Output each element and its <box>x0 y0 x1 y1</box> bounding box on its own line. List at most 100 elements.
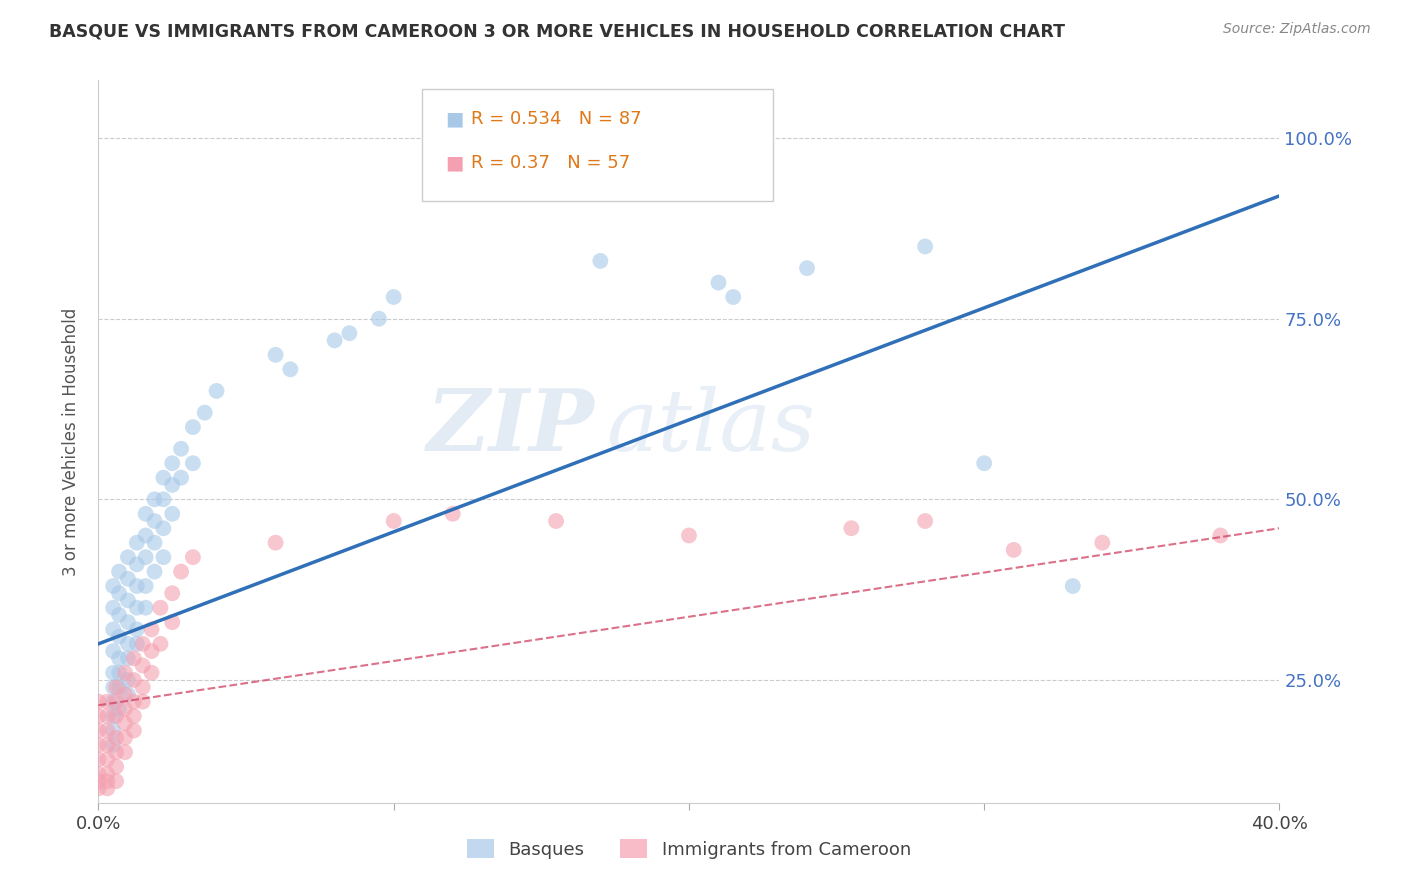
Point <box>149 600 172 615</box>
Text: ■: ■ <box>446 109 464 128</box>
Point <box>125 558 148 572</box>
Point <box>114 716 136 731</box>
Point <box>96 723 118 738</box>
Text: R = 0.37   N = 57: R = 0.37 N = 57 <box>471 154 630 172</box>
Point <box>1002 542 1025 557</box>
Point <box>105 745 128 759</box>
Point <box>162 478 183 492</box>
Point <box>114 702 136 716</box>
Point <box>96 774 118 789</box>
Point <box>264 348 287 362</box>
Legend: Basques, Immigrants from Cameroon: Basques, Immigrants from Cameroon <box>460 832 918 866</box>
Point <box>914 514 936 528</box>
Point <box>707 276 730 290</box>
Point <box>87 723 110 738</box>
Point <box>96 709 118 723</box>
Point <box>103 600 125 615</box>
Point <box>103 680 125 694</box>
Point <box>117 572 139 586</box>
Point <box>135 550 157 565</box>
Point <box>105 731 128 745</box>
Point <box>108 586 131 600</box>
Point <box>125 579 148 593</box>
Point <box>280 362 302 376</box>
Point <box>122 723 145 738</box>
Point <box>152 470 174 484</box>
Point <box>117 651 139 665</box>
Point <box>87 781 110 796</box>
Point <box>135 600 157 615</box>
Point <box>103 738 125 752</box>
Point <box>1209 528 1232 542</box>
Point <box>152 521 174 535</box>
Point <box>441 507 464 521</box>
Point <box>103 695 125 709</box>
Point <box>117 673 139 687</box>
Y-axis label: 3 or more Vehicles in Household: 3 or more Vehicles in Household <box>62 308 80 575</box>
Point <box>132 680 155 694</box>
Point <box>181 550 204 565</box>
Point <box>114 665 136 680</box>
Point <box>546 514 568 528</box>
Point <box>132 637 155 651</box>
Point <box>122 651 145 665</box>
Point <box>105 695 128 709</box>
Point <box>170 565 193 579</box>
Point <box>125 637 148 651</box>
Point <box>125 600 148 615</box>
Text: BASQUE VS IMMIGRANTS FROM CAMEROON 3 OR MORE VEHICLES IN HOUSEHOLD CORRELATION C: BASQUE VS IMMIGRANTS FROM CAMEROON 3 OR … <box>49 22 1066 40</box>
Point <box>135 507 157 521</box>
Point <box>117 615 139 630</box>
Point <box>149 637 172 651</box>
Point <box>108 565 131 579</box>
Text: R = 0.534   N = 87: R = 0.534 N = 87 <box>471 110 641 128</box>
Point <box>87 774 110 789</box>
Point <box>114 745 136 759</box>
Point <box>103 644 125 658</box>
Point <box>181 420 204 434</box>
Point <box>264 535 287 549</box>
Point <box>143 514 166 528</box>
Point <box>103 579 125 593</box>
Point <box>87 752 110 766</box>
Point <box>117 593 139 607</box>
Point <box>114 687 136 701</box>
Point <box>141 665 163 680</box>
Point <box>105 680 128 694</box>
Point <box>323 334 346 348</box>
Point <box>973 456 995 470</box>
Point <box>382 514 405 528</box>
Point <box>368 311 391 326</box>
Point <box>87 738 110 752</box>
Point <box>117 637 139 651</box>
Point <box>152 492 174 507</box>
Point <box>114 731 136 745</box>
Point <box>103 665 125 680</box>
Text: ■: ■ <box>446 153 464 173</box>
Point <box>117 687 139 701</box>
Point <box>132 695 155 709</box>
Point <box>339 326 361 341</box>
Point <box>96 781 118 796</box>
Point <box>108 651 131 665</box>
Point <box>108 665 131 680</box>
Point <box>723 290 745 304</box>
Point <box>132 658 155 673</box>
Point <box>678 528 700 542</box>
Point <box>87 709 110 723</box>
Point <box>135 579 157 593</box>
Point <box>162 586 183 600</box>
Point <box>122 709 145 723</box>
Point <box>914 239 936 253</box>
Point <box>96 767 118 781</box>
Point <box>117 550 139 565</box>
Point <box>108 607 131 622</box>
Point <box>105 760 128 774</box>
Point <box>170 442 193 456</box>
Point <box>141 644 163 658</box>
Point <box>170 470 193 484</box>
Point <box>125 623 148 637</box>
Point <box>108 630 131 644</box>
Point <box>1062 579 1084 593</box>
Point <box>796 261 818 276</box>
